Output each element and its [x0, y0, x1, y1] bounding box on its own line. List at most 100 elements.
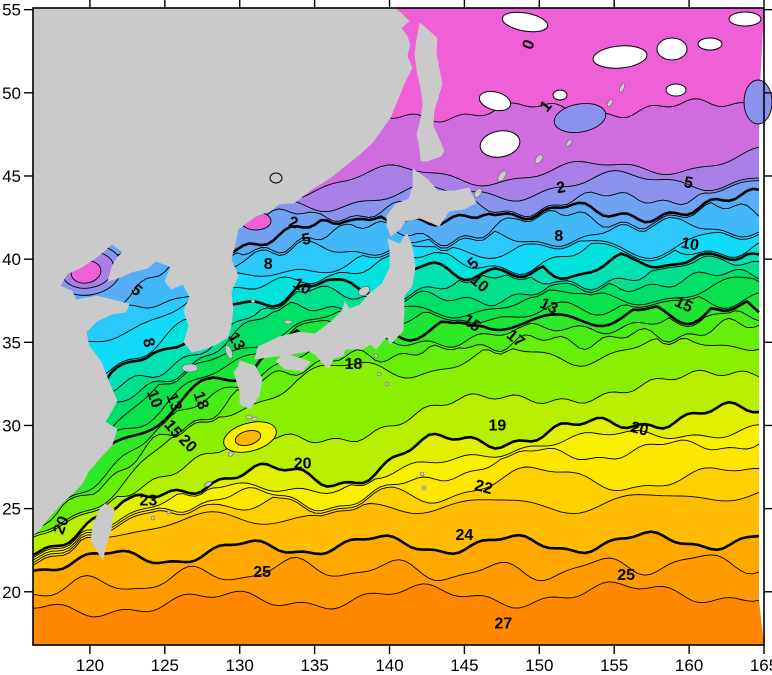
sub-zero-patch — [501, 11, 549, 33]
contour-label-5: 5 — [300, 231, 312, 249]
islet — [245, 414, 253, 420]
x-tick-label: 165 — [750, 656, 772, 675]
islet — [225, 345, 233, 359]
y-tick-label: 20 — [2, 583, 21, 602]
islet — [358, 286, 370, 296]
x-tick-label: 125 — [151, 656, 179, 675]
sub-zero-patch — [728, 11, 762, 27]
contour-label-25: 25 — [617, 567, 635, 584]
contour-label-13: 13 — [224, 330, 248, 354]
contour-label-10: 10 — [290, 275, 314, 299]
contour-label-20: 20 — [51, 514, 73, 537]
temperature-band — [33, 338, 759, 538]
temperature-band — [33, 402, 759, 558]
contour-label-2: 2 — [555, 179, 567, 197]
isotherm-17 — [32, 317, 760, 533]
sub-zero-patch — [592, 45, 648, 69]
y-tick-label: 40 — [2, 250, 21, 269]
contour-label-13: 13 — [537, 295, 560, 318]
x-tick-label: 160 — [675, 656, 703, 675]
islet — [376, 371, 382, 377]
temperature-band — [33, 318, 759, 535]
sub-zero-patch — [479, 130, 521, 158]
contour-label-8: 8 — [139, 336, 158, 349]
contour-label-19: 19 — [488, 417, 506, 434]
contour-label-2: 2 — [287, 214, 300, 233]
x-tick-label: 130 — [226, 656, 254, 675]
isotherm-21 — [32, 424, 760, 559]
temperature-pocket — [234, 429, 262, 447]
isotherm-27 — [32, 581, 760, 618]
islet — [421, 485, 427, 491]
isotherm-23 — [32, 466, 759, 564]
land-sakhalin — [414, 22, 445, 162]
islet — [497, 170, 507, 182]
islet — [384, 381, 390, 387]
contour-label-10: 10 — [143, 388, 165, 411]
x-tick-label: 140 — [375, 656, 403, 675]
contour-label-18: 18 — [345, 356, 363, 373]
land-honshu — [254, 233, 416, 370]
temperature-band — [33, 531, 759, 596]
sub-zero-patch — [478, 90, 512, 112]
sub-zero-patch — [552, 89, 568, 101]
islet — [166, 509, 172, 515]
contour-labels: 0122555588810101010131313151515171818192… — [51, 38, 701, 633]
temperature-pocket — [743, 79, 772, 125]
islet — [373, 353, 379, 359]
islet — [227, 451, 235, 457]
y-tick-label: 35 — [2, 333, 21, 352]
isotherm-18 — [32, 338, 760, 536]
plot-frame — [32, 7, 765, 646]
contour-label-20: 20 — [294, 456, 312, 473]
temperature-band — [33, 424, 759, 561]
isotherm-26 — [32, 554, 760, 597]
y-tick-label: 45 — [2, 167, 21, 186]
x-tick-label: 135 — [300, 656, 328, 675]
islet — [150, 515, 156, 521]
temperature-band — [33, 292, 759, 508]
y-tick-label: 30 — [2, 416, 21, 435]
isotherm-24 — [32, 491, 760, 566]
temperature-pocket — [553, 103, 607, 133]
contour-label-22: 22 — [473, 477, 495, 498]
y-tick-label: 50 — [2, 84, 21, 103]
contour-label-23: 23 — [139, 492, 157, 509]
islet — [618, 83, 626, 93]
islet — [251, 416, 259, 422]
contour-label-15: 15 — [672, 293, 695, 316]
islet — [607, 99, 613, 107]
isotherm-20 — [32, 400, 760, 557]
y-tick-label: 25 — [2, 500, 21, 519]
islet — [181, 363, 199, 373]
temperature-band — [33, 370, 759, 556]
temperature-band — [33, 554, 759, 617]
contour-label-5: 5 — [683, 174, 695, 192]
sub-zero-patch — [665, 83, 687, 97]
y-tick-label: 55 — [2, 1, 21, 20]
temperature-band — [33, 147, 759, 239]
x-tick-label: 150 — [525, 656, 553, 675]
temperature-band — [33, 232, 759, 396]
isotherm-22 — [32, 439, 760, 561]
x-tick-label: 155 — [600, 656, 628, 675]
islet — [419, 471, 425, 477]
sub-zero-patch — [697, 37, 723, 51]
contour-label-13: 13 — [163, 391, 185, 414]
land-shikoku — [275, 353, 311, 372]
isotherm-25 — [32, 530, 760, 573]
islet — [204, 481, 212, 487]
temperature-band — [33, 170, 759, 273]
temperature-band — [33, 467, 759, 566]
contour-label-24: 24 — [456, 527, 474, 544]
land-mainland-asia — [32, 7, 413, 536]
contour-label-10: 10 — [680, 235, 701, 255]
lake-outline — [269, 172, 283, 184]
x-tick-label: 120 — [76, 656, 104, 675]
contour-label-8: 8 — [554, 228, 563, 245]
islet — [565, 139, 573, 147]
islet — [534, 154, 544, 164]
temperature-band — [33, 581, 764, 645]
